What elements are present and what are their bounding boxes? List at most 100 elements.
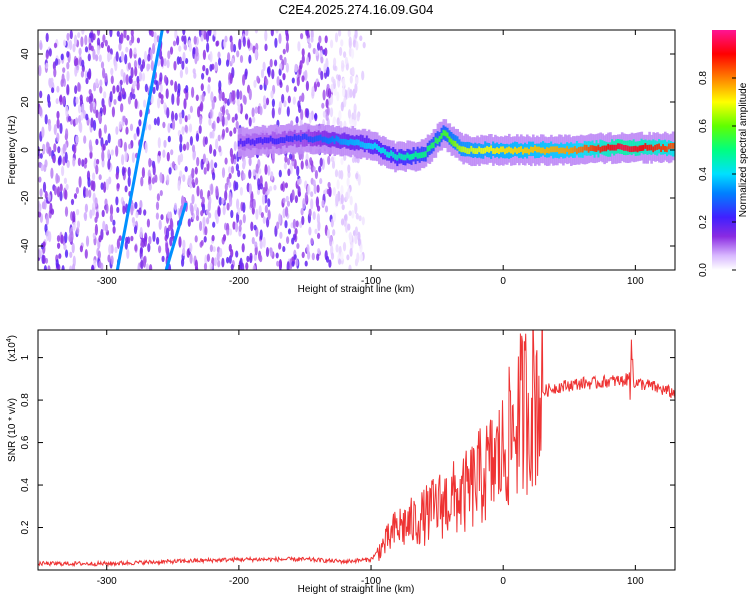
heatmap-carrier-cell [470,145,473,152]
heatmap-noise-cell [236,198,240,210]
heatmap-noise-cell [252,45,256,54]
heatmap-noise-cell [227,113,231,121]
heatmap-noise-cell [158,92,162,99]
heatmap-noise-cell [312,47,316,55]
heatmap-carrier-cell [472,147,475,154]
heatmap-noise-cell [319,157,323,167]
heatmap-noise-cell [185,57,189,65]
heatmap-noise-cell [231,90,235,102]
heatmap-noise-cell [55,58,59,66]
heatmap-noise-cell [215,214,219,225]
heatmap-noise-cell [134,66,138,77]
heatmap-noise-cell [340,184,344,196]
heatmap-noise-cell [43,198,47,210]
heatmap-noise-cell [178,112,182,119]
heatmap-carrier-cell [595,146,599,152]
heatmap-carrier-cell [478,146,481,153]
x-tick-label: -200 [229,576,249,587]
heatmap-noise-cell [72,211,76,223]
heatmap-noise-cell [88,139,92,151]
heatmap-noise-cell [135,211,139,219]
heatmap-carrier-cell [365,143,369,149]
heatmap-noise-cell [319,178,323,185]
heatmap-noise-cell [221,115,225,127]
heatmap-carrier-cell [454,141,457,147]
heatmap-carrier-cell [357,139,361,146]
heatmap-noise-cell [194,235,198,243]
heatmap-carrier-cell [605,145,608,152]
heatmap-noise-cell [202,153,206,163]
heatmap-carrier-cell [343,138,346,145]
heatmap-noise-cell [336,117,340,126]
heatmap-noise-cell [241,243,245,253]
heatmap-noise-cell [233,158,237,165]
heatmap-noise-cell [266,66,271,75]
heatmap-noise-cell [116,183,120,189]
heatmap-noise-cell [102,220,106,232]
heatmap-carrier-cell [607,143,610,150]
heatmap-carrier-cell [265,137,269,144]
heatmap-noise-cell [274,37,278,49]
heatmap-noise-cell [215,40,219,47]
heatmap-noise-cell [348,40,352,49]
heatmap-carrier-cell [382,147,385,154]
heatmap-noise-cell [53,67,57,78]
heatmap-noise-cell [230,154,234,165]
heatmap-noise-cell [38,248,42,258]
heatmap-noise-cell [238,224,242,232]
heatmap-carrier-cell [458,145,461,152]
heatmap-noise-cell [242,233,246,240]
heatmap-noise-cell [242,36,246,47]
heatmap-noise-cell [347,223,351,231]
heatmap-noise-cell [326,188,330,195]
heatmap-noise-cell [334,32,339,43]
heatmap-noise-cell [134,244,138,252]
heatmap-carrier-cell [642,144,646,151]
heatmap-noise-cell [50,77,54,84]
heatmap-noise-cell [115,51,119,62]
heatmap-noise-cell [105,203,109,214]
heatmap-noise-cell [278,259,282,270]
heatmap-carrier-cell [406,152,409,159]
heatmap-noise-cell [211,234,215,242]
heatmap-noise-cell [76,208,80,216]
heatmap-noise-cell [174,164,178,171]
heatmap-noise-cell [124,53,128,65]
heatmap-noise-cell [88,42,92,51]
heatmap-carrier-cell [562,147,565,154]
heatmap-noise-cell [286,236,290,244]
heatmap-carrier-cell [500,146,503,153]
heatmap-noise-cell [248,54,252,64]
heatmap-noise-cell [95,78,99,88]
heatmap-noise-cell [279,54,283,61]
heatmap-noise-cell [308,226,312,236]
heatmap-noise-cell [84,249,88,259]
heatmap-noise-cell [50,167,54,179]
heatmap-noise-cell [262,236,266,248]
heatmap-noise-cell [284,182,288,189]
heatmap-noise-cell [160,56,164,68]
heatmap-noise-cell [110,75,114,85]
heatmap-noise-cell [136,80,140,91]
heatmap-noise-cell [349,195,353,206]
heatmap-noise-cell [285,195,289,203]
heatmap-carrier-cell [488,146,491,153]
heatmap-carrier-cell [341,138,344,145]
heatmap-noise-cell [55,98,59,105]
heatmap-noise-cell [91,207,95,216]
heatmap-carrier-cell [291,136,295,143]
heatmap-noise-cell [242,94,246,104]
heatmap-noise-cell [283,162,287,170]
heatmap-noise-cell [152,164,156,176]
heatmap-noise-cell [291,152,295,162]
heatmap-noise-cell [139,226,143,239]
heatmap-noise-cell [192,47,196,55]
heatmap-noise-cell [314,228,318,235]
heatmap-noise-cell [146,218,150,228]
heatmap-carrier-cell [323,136,327,143]
heatmap-noise-cell [224,190,228,201]
heatmap-carrier-cell [504,148,507,155]
heatmap-noise-cell [239,90,243,100]
heatmap-noise-cell [340,218,345,226]
heatmap-noise-cell [131,34,135,44]
